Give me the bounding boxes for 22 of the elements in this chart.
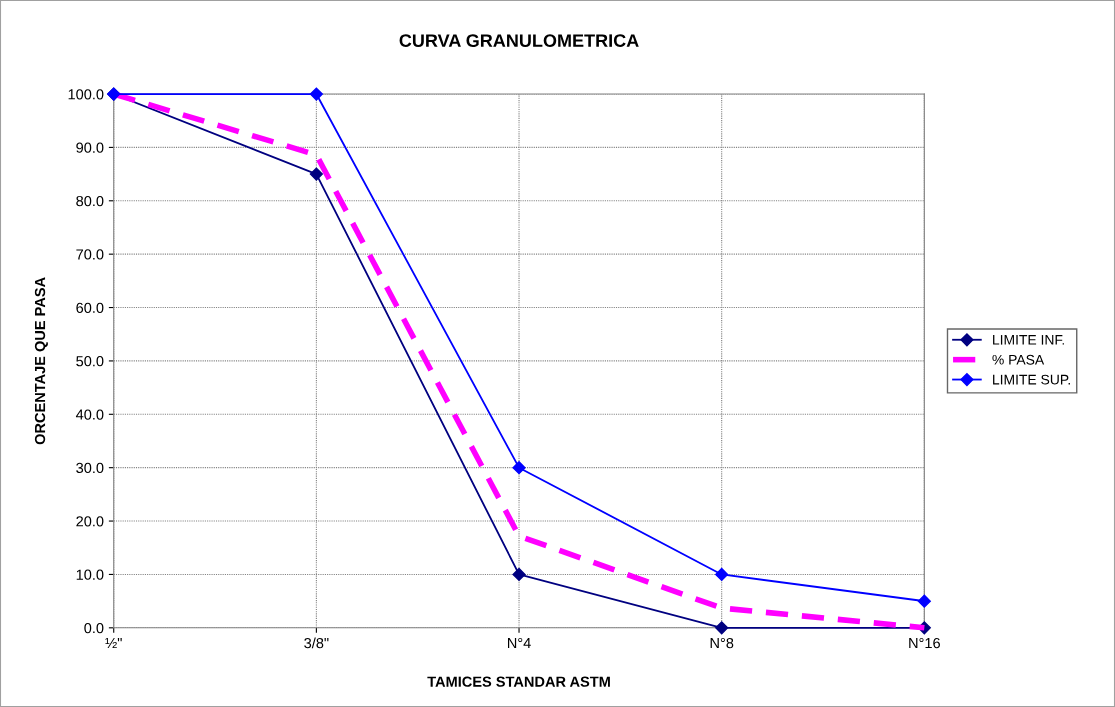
- y-tick-label: 70.0: [76, 249, 104, 260]
- y-tick-label: 0.0: [84, 622, 104, 634]
- x-tick-label: ½": [105, 638, 122, 649]
- y-tick-label: 50.0: [76, 356, 104, 367]
- y-tick-label: 20.0: [76, 516, 104, 527]
- legend-label: LIMITE SUP.: [993, 374, 1070, 385]
- legend-label: LIMITE INF.: [993, 335, 1064, 345]
- x-tick-label: N°8: [710, 637, 734, 649]
- x-tick-label: N°4: [507, 637, 531, 649]
- x-tick-label: 3/8": [304, 637, 329, 649]
- y-tick-label: 10.0: [76, 569, 104, 580]
- y-tick-label: 60.0: [76, 302, 104, 313]
- y-tick-label: 80.0: [76, 195, 104, 207]
- x-tick-label: N°16: [909, 637, 940, 649]
- legend-label: % PASA: [992, 354, 1045, 365]
- chart-title: CURVA GRANULOMETRICA: [399, 34, 639, 47]
- y-tick-label: 90.0: [76, 142, 104, 153]
- y-tick-label: 100.0: [68, 89, 104, 100]
- y-axis-title: ORCENTAJE QUE PASA: [34, 277, 48, 445]
- x-axis-title: TAMICES STANDAR ASTM: [427, 676, 610, 687]
- y-tick-label: 30.0: [76, 462, 104, 474]
- y-tick-label: 40.0: [75, 409, 104, 420]
